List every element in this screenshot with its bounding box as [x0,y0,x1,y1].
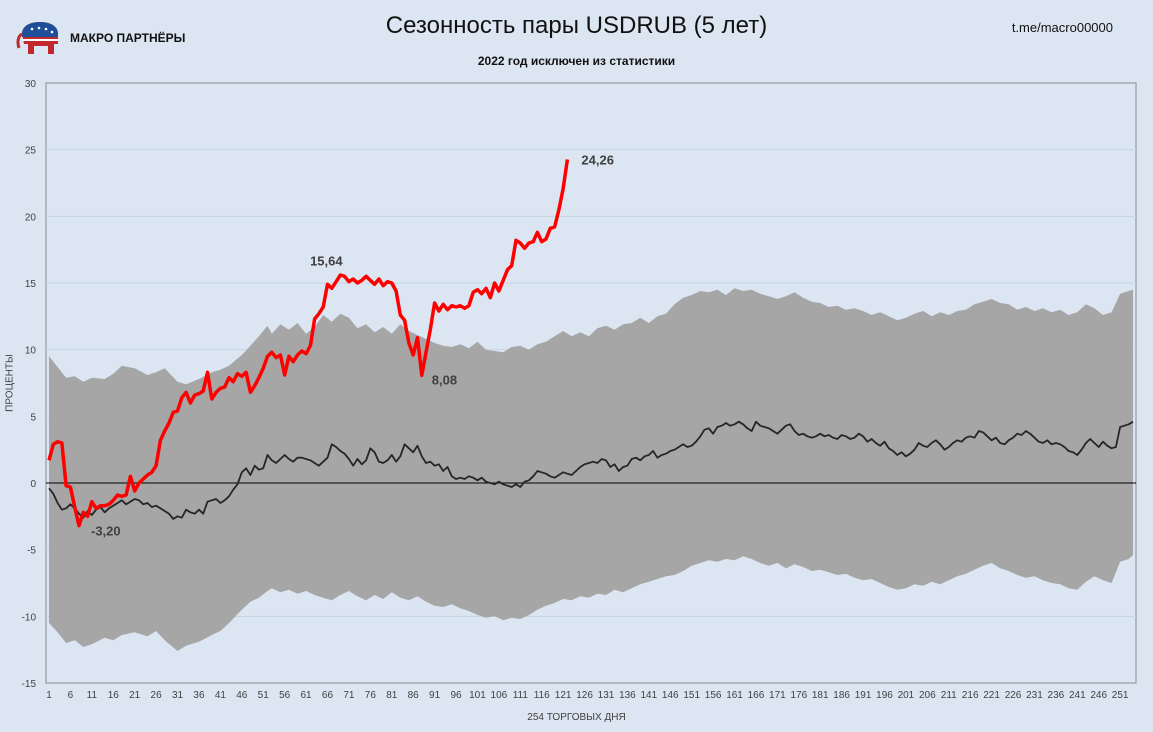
y-tick-label: 5 [30,412,36,423]
data-label: 15,64 [310,253,343,268]
x-tick-label: 11 [87,690,98,701]
x-tick-label: 191 [855,690,872,701]
y-tick-label: 15 [25,279,37,290]
x-tick-label: 171 [769,690,786,701]
x-tick-label: 96 [450,690,462,701]
x-tick-label: 146 [662,690,679,701]
x-tick-label: 106 [491,690,508,701]
x-tick-label: 186 [833,690,850,701]
x-tick-label: 61 [301,690,313,701]
x-tick-label: 31 [172,690,184,701]
x-tick-label: 36 [193,690,205,701]
x-tick-label: 246 [1090,690,1107,701]
x-tick-label: 26 [151,690,163,701]
x-tick-label: 196 [876,690,893,701]
x-tick-label: 206 [919,690,936,701]
chart-title: Сезонность пары USDRUB (5 лет) [385,12,768,39]
x-tick-label: 221 [983,690,1000,701]
elephant-logo-icon [16,22,58,54]
x-tick-label: 1 [46,690,52,701]
x-tick-label: 126 [576,690,593,701]
x-tick-label: 66 [322,690,334,701]
x-tick-label: 136 [619,690,636,701]
x-tick-label: 56 [279,690,291,701]
x-tick-label: 116 [534,690,550,701]
y-tick-label: 20 [25,212,37,223]
x-tick-label: 181 [812,690,829,701]
x-tick-label: 226 [1005,690,1022,701]
y-tick-label: -10 [22,612,37,623]
x-tick-label: 6 [68,690,74,701]
x-tick-label: 236 [1048,690,1065,701]
x-tick-label: 251 [1112,690,1129,701]
y-tick-label: 25 [25,146,37,157]
x-tick-label: 161 [726,690,743,701]
x-tick-label: 86 [408,690,420,701]
x-tick-label: 211 [941,690,957,701]
x-tick-label: 131 [598,690,615,701]
brand-name: МАКРО ПАРТНЁРЫ [70,31,186,45]
x-tick-label: 46 [236,690,248,701]
y-tick-label: 0 [30,479,36,490]
x-tick-label: 21 [129,690,141,701]
x-axis-label: 254 ТОРГОВЫХ ДНЯ [527,712,626,723]
x-tick-label: 76 [365,690,377,701]
x-tick-label: 101 [469,690,486,701]
x-tick-label: 41 [215,690,227,701]
x-tick-label: 201 [898,690,915,701]
x-tick-label: 176 [790,690,807,701]
channel-link[interactable]: t.me/macro00000 [1011,20,1113,35]
x-tick-label: 151 [683,690,700,701]
chart-subtitle: 2022 год исключен из статистики [477,54,676,68]
x-tick-label: 91 [429,690,441,701]
y-tick-label: -5 [27,546,36,557]
x-tick-label: 231 [1026,690,1043,701]
x-tick-label: 121 [555,690,572,701]
average-seasonality-line [48,420,1134,520]
data-label: 24,26 [581,153,614,168]
data-label: 8,08 [432,372,457,387]
y-tick-label: -15 [22,679,37,690]
x-tick-label: 111 [513,690,529,701]
range-band [49,288,1133,651]
x-tick-label: 51 [258,690,270,701]
x-tick-label: 81 [386,690,398,701]
logo: МАКРО ПАРТНЁРЫ [16,20,185,56]
x-tick-label: 241 [1069,690,1086,701]
current-year-line [47,159,570,528]
y-tick-label: 10 [25,346,37,357]
x-tick-label: 156 [705,690,722,701]
x-tick-label: 71 [343,690,355,701]
y-tick-label: 30 [25,79,37,90]
x-tick-label: 141 [640,690,657,701]
x-tick-label: 216 [962,690,979,701]
x-tick-label: 166 [748,690,765,701]
x-tick-label: 16 [108,690,120,701]
data-label: -3,20 [91,524,121,539]
